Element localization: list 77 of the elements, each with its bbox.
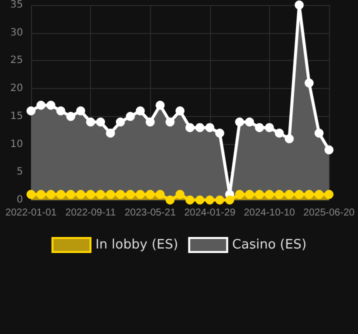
point (324, 190, 334, 199)
point (106, 128, 115, 138)
point (56, 190, 66, 199)
legend-label: In lobby (ES) (95, 238, 178, 252)
point (304, 78, 314, 88)
point (146, 190, 155, 199)
point (36, 190, 46, 199)
point (116, 118, 125, 126)
y-tick-label: 30 (10, 27, 23, 38)
point (195, 196, 204, 204)
point (126, 112, 135, 121)
point (116, 190, 125, 199)
point (56, 106, 66, 116)
point (264, 123, 274, 132)
point (195, 123, 204, 132)
point (284, 134, 294, 144)
point (294, 0, 304, 10)
point (46, 190, 56, 199)
point (76, 106, 86, 116)
point (26, 190, 36, 199)
point (304, 190, 314, 199)
y-tick-label: 25 (10, 55, 23, 66)
point (274, 190, 284, 199)
point (106, 190, 115, 199)
point (235, 190, 244, 199)
point (294, 190, 304, 199)
point (36, 100, 46, 110)
x-tick-label: 2024-10-10 (244, 208, 296, 218)
point (254, 123, 264, 132)
point (76, 190, 86, 199)
point (245, 190, 254, 199)
x-tick-label: 2022-09-11 (65, 208, 116, 218)
point (185, 196, 194, 204)
point (176, 106, 184, 116)
x-tick-label: 2025-06-20 (303, 208, 356, 218)
y-tick-label: 5 (16, 166, 23, 178)
point (205, 196, 214, 204)
point (264, 190, 274, 199)
point (136, 190, 145, 199)
point (96, 118, 106, 126)
point (274, 128, 284, 138)
point (166, 196, 175, 204)
point (314, 128, 324, 138)
point (205, 123, 214, 132)
point (156, 190, 165, 199)
point (86, 190, 96, 199)
point (126, 190, 135, 199)
point (66, 190, 76, 199)
point (225, 196, 234, 204)
y-tick-label: 35 (10, 0, 23, 10)
point (96, 190, 106, 199)
x-tick-label: 2024-01-29 (184, 208, 236, 218)
point (176, 190, 184, 199)
legend-label: Casino (ES) (232, 238, 307, 252)
point (156, 100, 165, 110)
y-tick-label: 10 (10, 138, 23, 150)
y-tick-label: 20 (10, 83, 23, 94)
point (324, 145, 334, 154)
point (86, 118, 96, 126)
point (66, 112, 76, 121)
point (245, 118, 254, 126)
point (254, 190, 264, 199)
point (215, 196, 224, 204)
x-tick-label: 2023-05-21 (124, 208, 176, 218)
point (26, 106, 36, 116)
point (284, 190, 294, 199)
point (314, 190, 324, 199)
point (215, 128, 224, 138)
x-tick-label: 2022-01-01 (5, 208, 58, 218)
point (46, 100, 56, 110)
point (235, 118, 244, 126)
y-tick-label: 0 (16, 194, 23, 206)
y-tick-label: 15 (10, 110, 23, 122)
point (185, 123, 194, 132)
point (136, 106, 145, 116)
point (146, 118, 155, 126)
point (166, 118, 175, 126)
